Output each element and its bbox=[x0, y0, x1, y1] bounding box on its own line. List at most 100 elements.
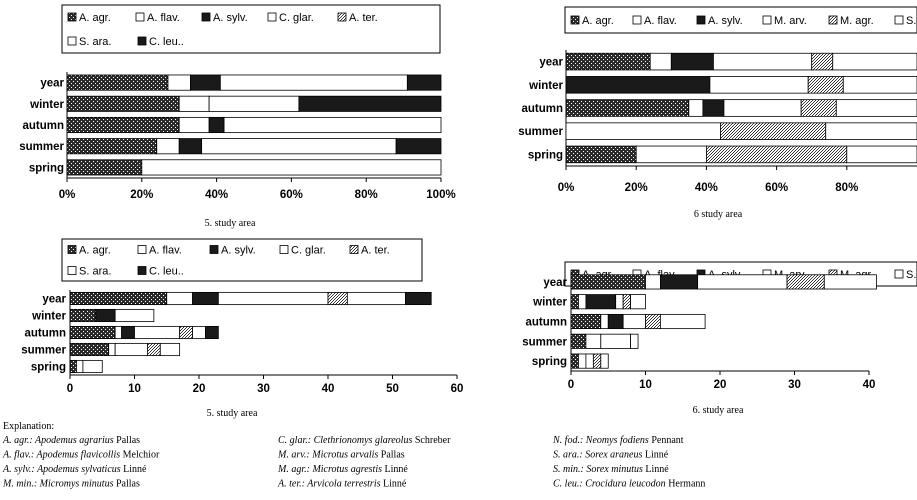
bar-segment bbox=[167, 74, 191, 91]
category-label: winter bbox=[29, 99, 64, 111]
legend-swatch bbox=[67, 36, 77, 46]
bar-segment bbox=[66, 138, 158, 155]
bar-segment bbox=[205, 325, 219, 340]
legend-entry: A. agr. bbox=[79, 12, 111, 24]
explanation-entry: C. leu.: Crocidura leucodon Hermann bbox=[553, 479, 705, 490]
bar-segment bbox=[630, 333, 639, 349]
chart-caption: 6 study area bbox=[694, 209, 743, 220]
bar-segment bbox=[709, 76, 809, 94]
bar-segment bbox=[565, 76, 711, 94]
bar-segment bbox=[69, 342, 110, 357]
legend-swatch bbox=[570, 15, 580, 25]
species-name: Clethrionomys glareolus bbox=[314, 435, 415, 446]
explanation-entry: N. fod.: Neomys fodiens Pennant bbox=[552, 435, 684, 446]
legend-entry: S. ar bbox=[906, 269, 917, 281]
bar-segment bbox=[578, 294, 587, 310]
bar-segment bbox=[702, 99, 725, 117]
category-label: summer bbox=[522, 336, 567, 348]
legend-entry: S. ara. bbox=[79, 36, 111, 48]
x-tick-label: 40 bbox=[863, 379, 876, 391]
legend-entry: A. agr. bbox=[79, 245, 111, 257]
bar-segment bbox=[786, 274, 825, 290]
explanation-entry: A. sylv.: Apodemus sylvaticus Linné bbox=[2, 464, 147, 475]
explanation-entry: A. flav.: Apodemus flavicollis Melchior bbox=[2, 450, 160, 461]
bar-segment bbox=[649, 52, 672, 71]
species-author: Linné bbox=[123, 464, 147, 475]
legend-entry: A. sylv. bbox=[221, 245, 256, 257]
bar-segment bbox=[565, 52, 651, 71]
species-name: Micromys minutus bbox=[39, 479, 116, 490]
bar-segment bbox=[66, 159, 143, 176]
legend-swatch bbox=[894, 15, 904, 25]
species-author: Hermann bbox=[668, 479, 705, 490]
legend-entry: A. flav. bbox=[147, 12, 180, 24]
chart-caption: 5. study area bbox=[205, 218, 256, 229]
x-tick-label: 10 bbox=[128, 383, 141, 395]
chart-caption: 5. study area bbox=[207, 408, 258, 419]
bar-segment bbox=[178, 95, 210, 112]
legend-swatch bbox=[135, 12, 145, 22]
explanation-entry: C. glar.: Clethrionomys glareolus Schreb… bbox=[278, 435, 451, 446]
legend-entry: C. glar. bbox=[279, 12, 314, 24]
species-name: Apodemus flavicollis bbox=[36, 450, 123, 461]
bar-segment bbox=[192, 291, 219, 306]
bar-segment bbox=[69, 291, 168, 306]
bar-segment bbox=[688, 99, 704, 117]
bar-segment bbox=[114, 325, 123, 340]
bar-segment bbox=[842, 76, 917, 94]
chart-2-legend: A. agr. A. flav. A. sylv. M. arv. M. agr. S. … bbox=[564, 6, 917, 34]
legend-entry: M. arv. bbox=[774, 15, 807, 27]
bar-segment bbox=[570, 313, 602, 330]
bar-segment bbox=[622, 313, 646, 330]
bar-segment bbox=[134, 325, 181, 340]
abbr: S. min.: bbox=[553, 464, 586, 475]
bar-segment bbox=[720, 122, 827, 140]
legend-swatch bbox=[209, 245, 219, 254]
category-label: winter bbox=[528, 80, 563, 92]
x-tick-label: 20% bbox=[625, 182, 648, 194]
legend-entry: A. flav. bbox=[149, 245, 182, 257]
bar-segment bbox=[82, 359, 103, 374]
legend-entry: C. glar. bbox=[291, 245, 326, 257]
abbr: N. fod.: bbox=[552, 435, 586, 446]
species-author: Pallas bbox=[116, 479, 140, 490]
species-name: Crocidura leucodon bbox=[585, 479, 668, 490]
x-tick-label: 40% bbox=[205, 189, 228, 201]
bar-segment bbox=[146, 342, 161, 357]
bar-segment bbox=[69, 359, 77, 374]
bar-segment bbox=[69, 308, 97, 323]
legend-swatch bbox=[337, 12, 347, 22]
category-label: spring bbox=[532, 356, 567, 368]
bar-segment bbox=[570, 333, 587, 349]
abbr: S. ara.: bbox=[553, 450, 585, 461]
legend-entry: A. ter. bbox=[349, 12, 378, 24]
abbr: A. sylv.: bbox=[2, 464, 37, 475]
legend-swatch bbox=[201, 12, 211, 22]
category-label: summer bbox=[21, 345, 66, 357]
x-tick-label: 80% bbox=[835, 182, 858, 194]
legend-swatch bbox=[632, 15, 642, 25]
legend-box bbox=[61, 238, 423, 282]
abbr: A. flav.: bbox=[2, 450, 37, 461]
bar-segment bbox=[607, 313, 624, 330]
bar-segment bbox=[600, 313, 609, 330]
category-label: spring bbox=[29, 162, 64, 174]
species-name: Sorex minutus bbox=[586, 464, 645, 475]
explanation-entry: S. min.: Sorex minutus Linné bbox=[553, 464, 669, 475]
bar-segment bbox=[811, 52, 834, 71]
legend-entry: S. ara. bbox=[79, 266, 111, 278]
x-tick-label: 40 bbox=[322, 383, 335, 395]
species-author: Linné bbox=[645, 464, 669, 475]
species-name: Neomys fodiens bbox=[585, 435, 652, 446]
x-tick-label: 60% bbox=[280, 189, 303, 201]
species-author: Linné bbox=[385, 464, 409, 475]
bar-segment bbox=[635, 145, 707, 164]
x-tick-label: 100% bbox=[426, 189, 455, 201]
bar-segment bbox=[706, 145, 848, 164]
bar-segment bbox=[192, 325, 206, 340]
legend-entry: M. agr. bbox=[840, 15, 874, 27]
species-author: Schreber bbox=[415, 435, 451, 446]
bar-segment bbox=[807, 76, 844, 94]
species-name: Apodemus agrarius bbox=[34, 435, 116, 446]
legend-swatch bbox=[279, 245, 289, 254]
